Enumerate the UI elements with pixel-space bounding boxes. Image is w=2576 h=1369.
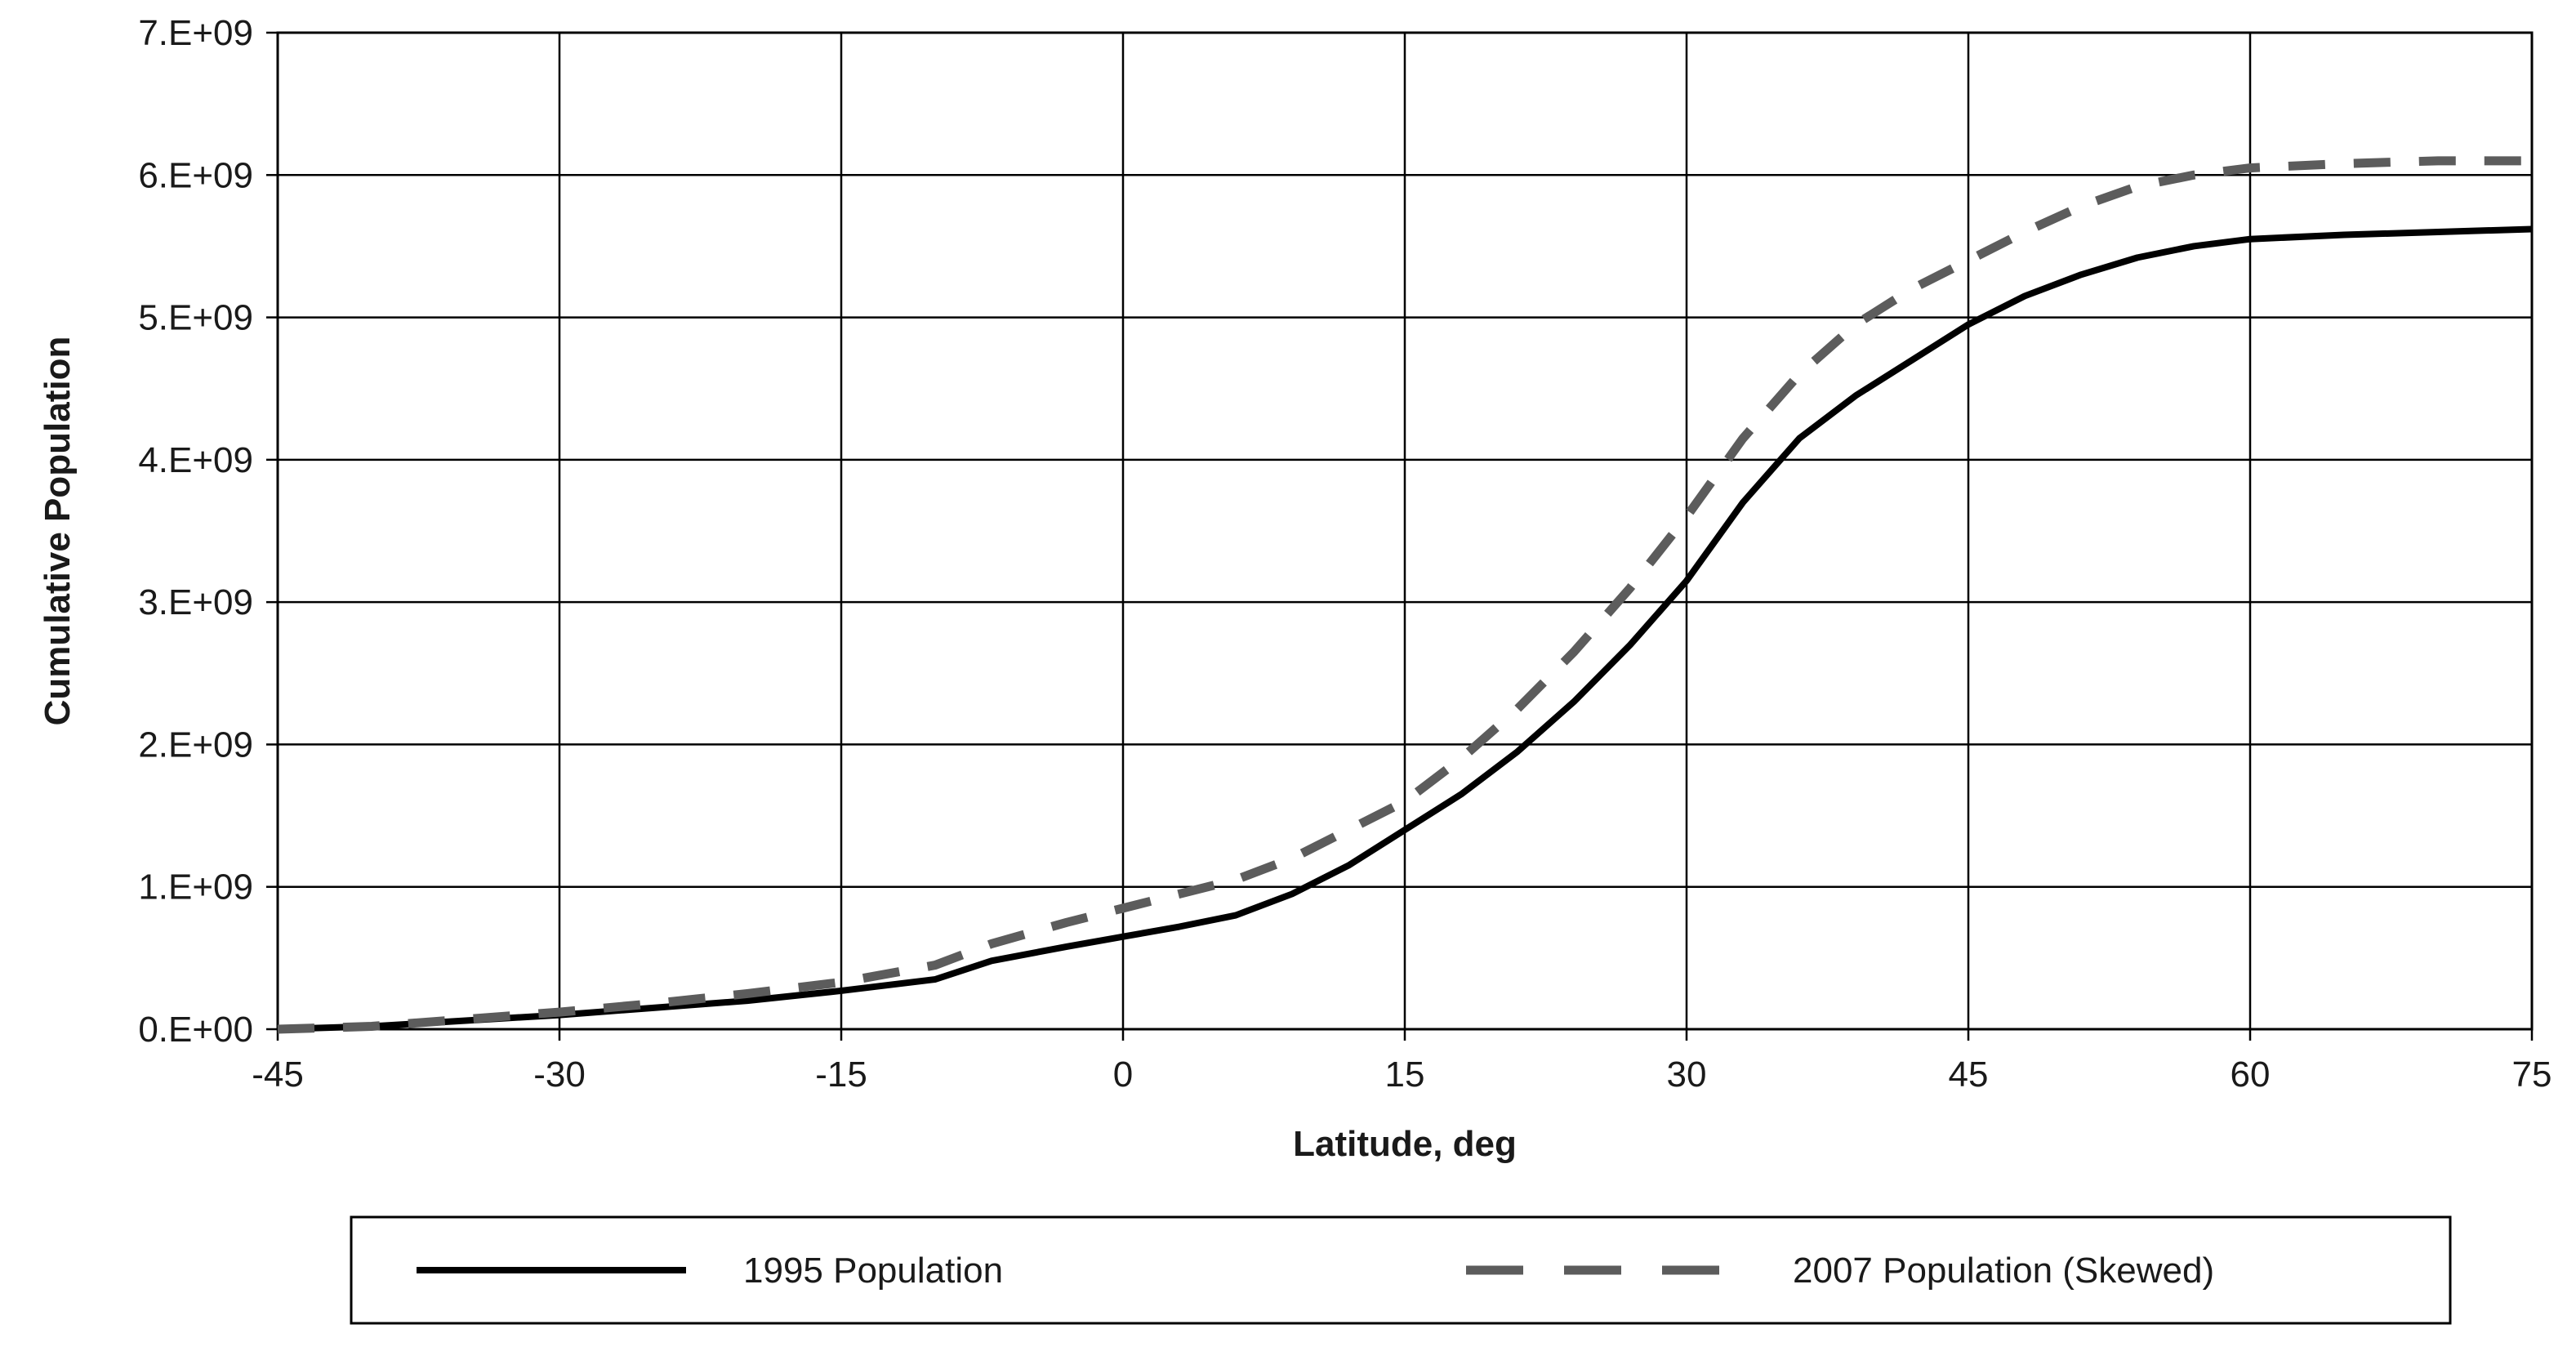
- y-tick-label: 5.E+09: [138, 298, 253, 338]
- x-tick-label: 45: [1949, 1055, 1989, 1095]
- y-tick-label: 6.E+09: [138, 155, 253, 195]
- x-tick-label: -15: [815, 1055, 867, 1095]
- legend-label-0: 1995 Population: [743, 1251, 1003, 1291]
- chart-background: [0, 0, 2576, 1369]
- chart-container: 0.E+00 1.E+09 2.E+09 3.E+09 4.E+09 5.E+09 6.E+…: [0, 0, 2576, 1369]
- legend-label-1: 2007 Population (Skewed): [1793, 1251, 2214, 1291]
- y-tick-label: 0.E+00: [138, 1010, 253, 1050]
- y-tick-label: 7.E+09: [138, 13, 253, 53]
- chart-svg: 0.E+00 1.E+09 2.E+09 3.E+09 4.E+09 5.E+09 6.E+…: [0, 0, 2576, 1369]
- y-tick-label: 2.E+09: [138, 725, 253, 765]
- x-tick-label: -30: [533, 1055, 586, 1095]
- y-tick-label: 3.E+09: [138, 582, 253, 622]
- x-tick-label: 15: [1385, 1055, 1425, 1095]
- x-tick-label: 0: [1113, 1055, 1133, 1095]
- x-tick-label: 75: [2512, 1055, 2552, 1095]
- x-axis-label: Latitude, deg: [1293, 1124, 1517, 1164]
- x-tick-label: 60: [2231, 1055, 2271, 1095]
- y-tick-label: 4.E+09: [138, 440, 253, 480]
- x-tick-label: 30: [1667, 1055, 1707, 1095]
- y-tick-label: 1.E+09: [138, 867, 253, 907]
- y-axis-label: Cumulative Population: [38, 337, 78, 726]
- x-tick-label: -45: [252, 1055, 304, 1095]
